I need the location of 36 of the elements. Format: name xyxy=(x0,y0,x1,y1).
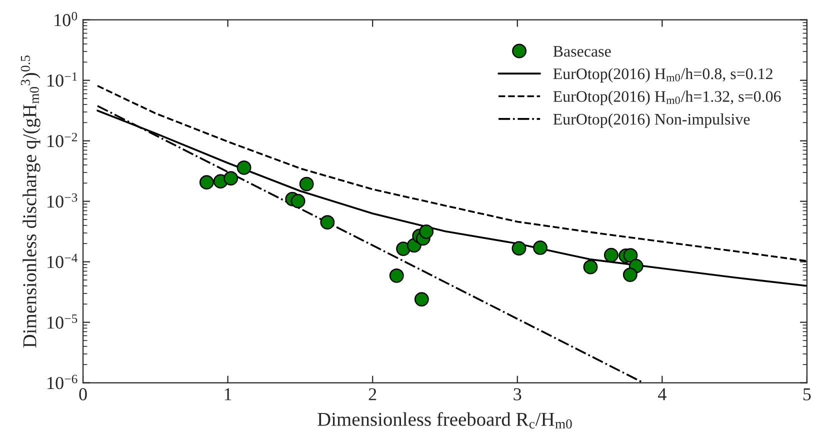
legend-label: EurOtop(2016) H$_{m0}$/h=1.32, s=0.06 xyxy=(553,90,781,106)
y-tick-label: 10$^{−2}$ xyxy=(48,132,77,148)
x-tick-label: 3 xyxy=(514,388,522,400)
point xyxy=(320,215,335,230)
x-tick-label: 5 xyxy=(803,388,811,400)
y-tick-label: 10$^{−3}$ xyxy=(48,193,78,208)
legend-label: EurOtop(2016) H$_{m0}$/h=0.8, s=0.12 xyxy=(553,68,772,82)
point xyxy=(604,248,618,262)
y-tick-label: 10$^{0}$ xyxy=(54,12,78,26)
y-tick-label: 10$^{−4}$ xyxy=(48,254,78,268)
point xyxy=(389,268,404,283)
legend-label: EurOtop(2016) Non-impulsive xyxy=(553,113,750,128)
x-tick-label: 0 xyxy=(79,388,87,400)
point xyxy=(623,248,638,263)
point xyxy=(236,160,252,175)
legend-label: Basecase xyxy=(553,46,611,57)
point xyxy=(414,292,429,307)
point xyxy=(396,242,411,256)
x-tick-label: 4 xyxy=(658,388,666,400)
x-tick-label: 2 xyxy=(368,388,376,400)
point xyxy=(622,268,638,282)
point xyxy=(512,241,526,256)
x-tick-label: 1 xyxy=(224,388,232,400)
point xyxy=(199,175,214,190)
point xyxy=(299,176,314,192)
point xyxy=(224,171,238,186)
point xyxy=(583,260,598,274)
line-series xyxy=(96,84,807,262)
point xyxy=(290,194,306,208)
point xyxy=(419,224,434,239)
y-axis-title: Dimensionless discharge q/(gH$_{m0}$$^{3}$)$^{0.5}$ xyxy=(20,56,40,348)
point xyxy=(533,240,548,255)
y-tick-label: 10$^{−5}$ xyxy=(48,314,78,329)
y-tick-label: 10$^{−1}$ xyxy=(48,72,77,87)
x-axis-title: Dimensionless freeboard R$_{c}$/H$_{m0}$ xyxy=(318,412,572,429)
y-tick-label: 10$^{−6}$ xyxy=(48,374,78,390)
